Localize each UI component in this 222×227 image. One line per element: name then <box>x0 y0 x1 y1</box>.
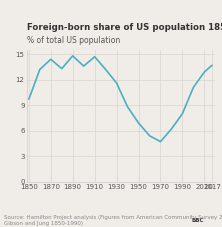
Text: Source: Hamilton Project analysis (Figures from American Community Survey 2000-1: Source: Hamilton Project analysis (Figur… <box>4 215 222 226</box>
Text: % of total US population: % of total US population <box>27 36 120 45</box>
Text: Foreign-born share of US population 1850-2017: Foreign-born share of US population 1850… <box>27 24 222 32</box>
Text: BBC: BBC <box>191 218 204 223</box>
